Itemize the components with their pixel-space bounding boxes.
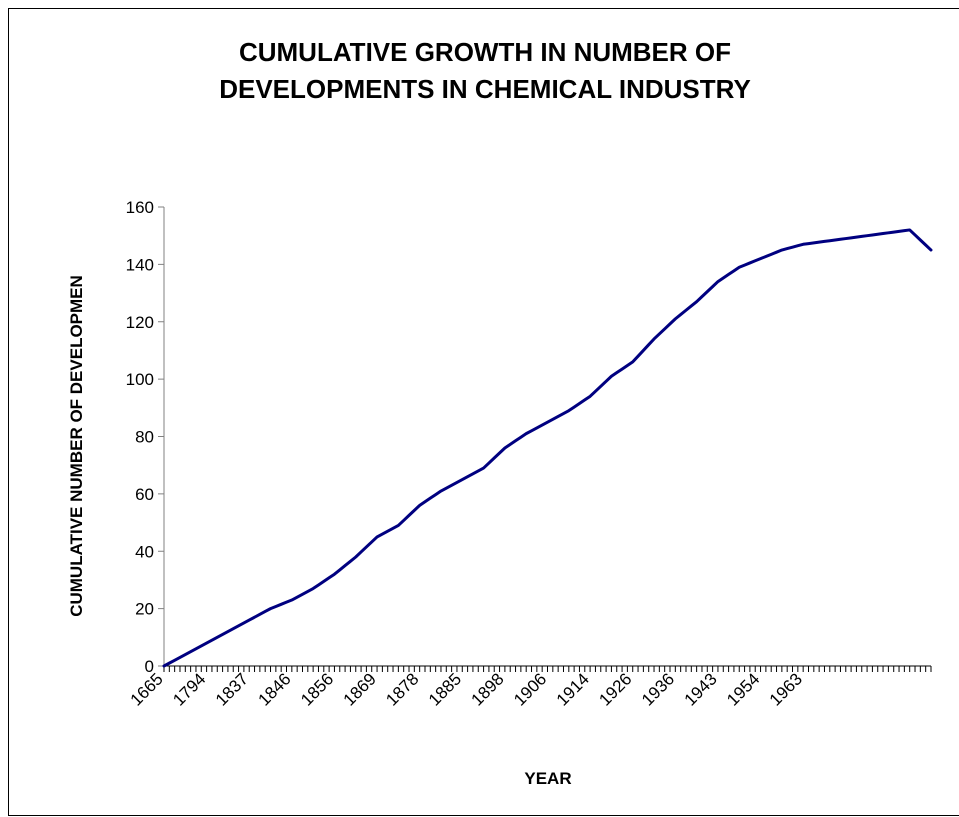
x-tick-label: 1794 <box>169 669 209 709</box>
series-group <box>162 228 933 668</box>
x-tick-label: 1963 <box>766 669 806 709</box>
chart-frame: CUMULATIVE GROWTH IN NUMBER OF DEVELOPME… <box>8 8 959 816</box>
x-tick-label: 1954 <box>723 669 763 709</box>
x-tick-label: 1943 <box>681 669 721 709</box>
y-tick-label: 60 <box>135 485 154 504</box>
y-tick-label: 140 <box>126 255 154 274</box>
x-tick-label: 1869 <box>340 669 380 709</box>
y-tick-label: 20 <box>135 600 154 619</box>
x-tick-label: 1846 <box>254 669 294 709</box>
y-tick-label: 80 <box>135 428 154 447</box>
x-tick-label: 1856 <box>297 669 337 709</box>
line-chart: CUMULATIVE GROWTH IN NUMBER OF DEVELOPME… <box>67 37 933 788</box>
chart-title-line-1: CUMULATIVE GROWTH IN NUMBER OF <box>239 37 731 67</box>
x-tick-label: 1878 <box>382 669 422 709</box>
y-tick-label: 40 <box>135 542 154 561</box>
chart-title-line-2: DEVELOPMENTS IN CHEMICAL INDUSTRY <box>219 74 751 104</box>
x-tick-label: 1914 <box>553 669 593 709</box>
series-line <box>162 228 933 668</box>
x-axis-label: YEAR <box>524 769 571 788</box>
x-tick-label: 1906 <box>510 669 550 709</box>
y-axis-label: CUMULATIVE NUMBER OF DEVELOPMEN <box>67 275 86 617</box>
y-tick-label: 160 <box>126 198 154 217</box>
y-axis: 0 20 40 60 80 100 120 140 160 <box>126 198 165 676</box>
x-tick-label: 1885 <box>425 669 465 709</box>
y-tick-label: 100 <box>126 370 154 389</box>
x-tick-label: 1837 <box>212 669 252 709</box>
x-tick-label: 1898 <box>468 669 508 709</box>
x-tick-label: 1926 <box>595 669 635 709</box>
y-tick-label: 0 <box>145 657 154 676</box>
x-tick-label: 1665 <box>127 669 167 709</box>
y-tick-label: 120 <box>126 313 154 332</box>
x-axis: 1665 1794 1837 1846 1856 1869 1878 1885 1898 1906… <box>127 665 932 710</box>
x-tick-label: 1936 <box>638 669 678 709</box>
